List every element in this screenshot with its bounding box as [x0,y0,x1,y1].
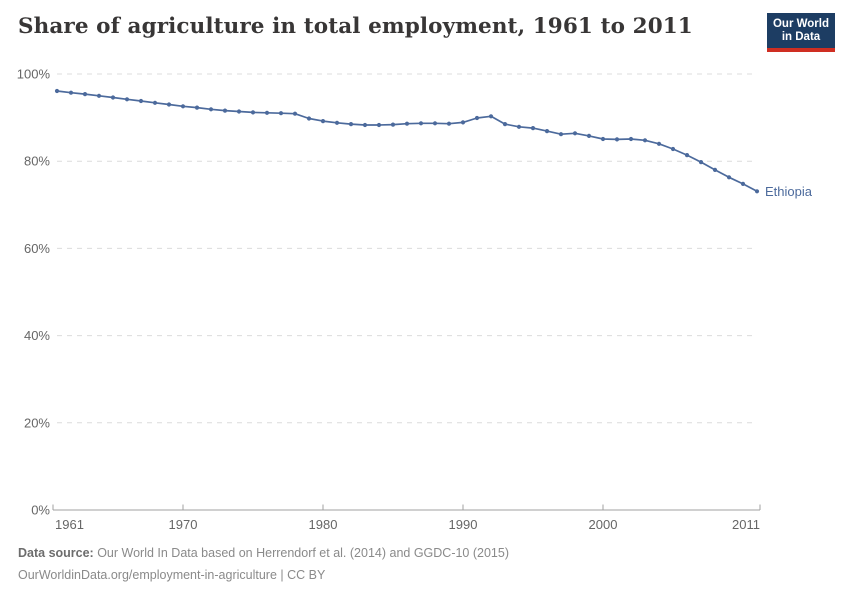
data-point-1993[interactable] [502,122,508,127]
data-point-1990[interactable] [460,120,466,125]
y-axis-labels: 0% 20% 40% 60% 80% 100% [17,67,51,518]
y-tick-label-20: 20% [24,415,50,430]
data-point-1962[interactable] [68,90,74,95]
data-point-1964[interactable] [96,93,102,98]
data-point-2002[interactable] [628,136,634,142]
data-source-label: Data source: [18,546,94,560]
y-tick-label-80: 80% [24,154,50,169]
data-point-1968[interactable] [152,100,158,105]
data-point-1972[interactable] [208,107,214,112]
x-tick-label-2011: 2011 [732,517,760,532]
y-tick-label-60: 60% [24,241,50,256]
owid-logo-line2: in Data [781,31,821,43]
x-tick-label-2000: 2000 [589,517,618,532]
data-point-1980[interactable] [320,119,326,124]
data-point-2011[interactable] [754,189,760,194]
data-point-2003[interactable] [642,138,648,143]
x-axis [52,504,761,511]
data-point-1985[interactable] [390,122,396,127]
data-point-1979[interactable] [306,116,312,121]
x-tick-label-1990: 1990 [449,517,478,532]
data-point-1994[interactable] [516,124,522,129]
data-source-line: Data source: Our World In Data based on … [18,542,798,564]
y-tick-label-40: 40% [24,328,50,343]
data-point-1986[interactable] [404,121,410,126]
series-line-ethiopia[interactable] [56,90,758,193]
data-point-2007[interactable] [698,160,704,165]
data-point-1975[interactable] [250,110,256,115]
data-point-1973[interactable] [222,108,228,113]
data-point-1966[interactable] [124,97,130,102]
data-point-1977[interactable] [278,111,284,116]
chart-footer: Data source: Our World In Data based on … [18,542,798,586]
data-point-2010[interactable] [740,181,746,186]
y-tick-label-100: 100% [17,67,51,82]
data-point-1992[interactable] [488,114,494,119]
series-end-label-ethiopia[interactable]: Ethiopia [765,184,813,199]
owid-logo-line1: Our World [772,18,829,30]
x-axis-labels: 1961 1970 1980 1990 2000 2011 [55,517,760,532]
data-point-2004[interactable] [656,141,662,146]
y-tick-label-0: 0% [31,503,50,518]
data-point-1997[interactable] [558,132,564,137]
x-tick-label-1970: 1970 [169,517,198,532]
owid-logo[interactable]: Our World in Data [767,13,835,52]
license-link[interactable]: OurWorldinData.org/employment-in-agricul… [18,568,326,582]
data-point-1982[interactable] [348,122,354,127]
data-point-1988[interactable] [432,121,438,126]
chart-title: Share of agriculture in total employment… [18,14,693,39]
x-tick-label-1980: 1980 [309,517,338,532]
data-point-2000[interactable] [600,136,606,142]
data-point-1965[interactable] [110,95,116,100]
data-point-1967[interactable] [138,98,144,104]
data-point-1999[interactable] [586,133,592,138]
data-point-1998[interactable] [572,131,578,136]
data-point-1995[interactable] [530,126,536,131]
data-source-text: Our World In Data based on Herrendorf et… [93,546,509,560]
data-point-1996[interactable] [544,129,550,134]
data-point-1969[interactable] [166,102,172,107]
data-point-1961[interactable] [54,88,60,94]
data-point-2009[interactable] [726,175,732,180]
data-point-1978[interactable] [292,111,298,116]
y-gridlines [57,73,757,424]
data-point-1987[interactable] [418,121,424,126]
data-point-2005[interactable] [670,146,676,152]
data-point-1974[interactable] [236,109,242,114]
data-point-1971[interactable] [194,105,200,110]
x-tick-label-1961: 1961 [55,517,84,532]
data-point-1983[interactable] [362,122,368,128]
data-point-2006[interactable] [684,153,690,158]
data-point-1989[interactable] [446,121,452,126]
data-point-1981[interactable] [334,120,340,125]
data-point-1963[interactable] [82,92,88,97]
series-ethiopia[interactable] [54,88,760,194]
data-point-2001[interactable] [614,137,620,142]
series-points-ethiopia[interactable] [54,88,760,194]
data-point-1976[interactable] [264,110,270,115]
data-point-2008[interactable] [712,167,718,172]
data-point-1970[interactable] [180,104,186,109]
data-point-1991[interactable] [474,115,480,121]
data-point-1984[interactable] [376,122,382,128]
